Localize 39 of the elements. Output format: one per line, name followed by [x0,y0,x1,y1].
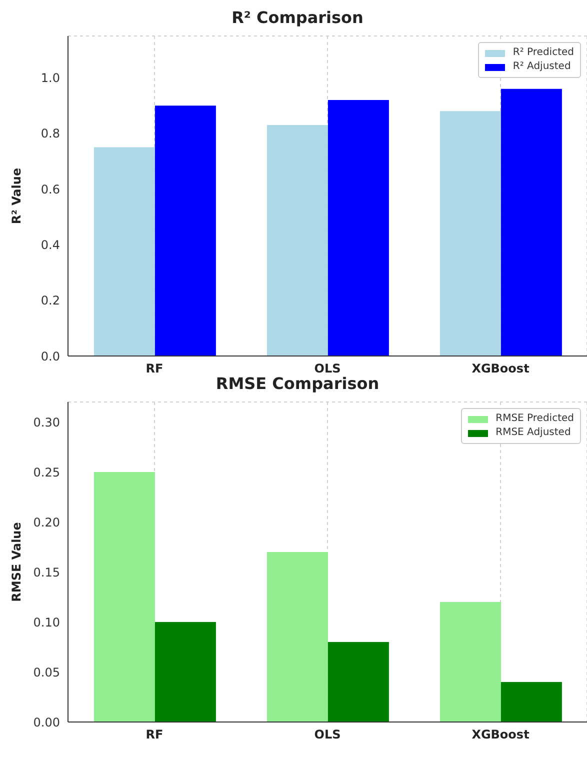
chart-title: RMSE Comparison [214,374,380,395]
y-tick-label: 1.0 [40,71,60,85]
bar [328,642,389,722]
y-tick-label: 0.00 [33,715,60,730]
legend-label: R² Adjusted [512,60,571,74]
bar [154,106,216,356]
chart-title: R² Comparison [230,8,364,29]
y-tick-label: 0.8 [40,126,60,141]
y-axis-title: R² Value [9,168,24,224]
bar [94,472,155,722]
bar [500,88,562,356]
bar [440,602,501,722]
bar [500,682,562,722]
x-tick-label: RF [146,362,164,376]
y-tick-label: 0.6 [40,182,60,196]
y-tick-label: 0.0 [40,349,60,364]
legend-label: RMSE Adjusted [496,426,571,440]
x-tick-label: XGBoost [472,728,530,742]
bar [94,147,155,356]
y-tick-label: 0.4 [40,238,60,252]
y-tick-label: 0.2 [40,294,60,308]
x-tick-label: OLS [314,362,341,376]
legend-label: RMSE Predicted [496,412,574,426]
bar [440,111,501,356]
y-tick-label: 0.25 [33,465,60,480]
bar [328,100,389,356]
x-tick-label: OLS [314,728,341,742]
y-tick-label: 0.30 [33,415,60,430]
x-tick-label: RF [146,728,164,742]
y-tick-label: 0.15 [33,565,60,580]
x-tick-label: XGBoost [472,362,530,376]
bar [154,622,216,722]
bar [266,125,328,356]
legend-label: R² Predicted [512,46,574,60]
y-axis-title: RMSE Value [9,522,24,602]
bar [266,552,328,722]
y-tick-label: 0.20 [33,515,60,530]
y-tick-label: 0.05 [33,665,60,680]
y-tick-label: 0.10 [33,615,60,630]
